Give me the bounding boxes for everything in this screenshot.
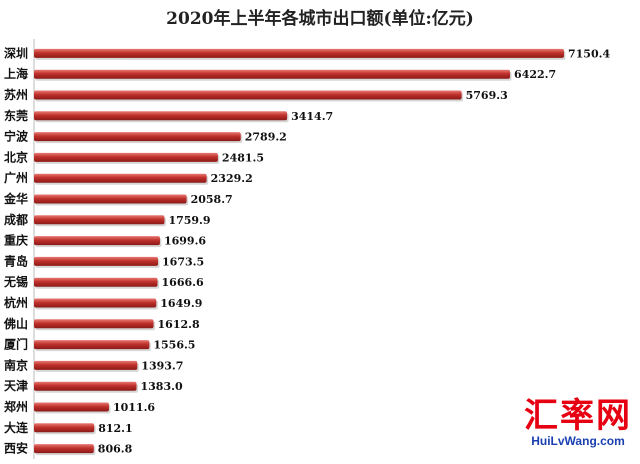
bar — [34, 360, 138, 370]
value-label: 2789.2 — [245, 131, 287, 144]
bar — [34, 444, 94, 454]
category-label: 苏州 — [4, 87, 28, 102]
bar — [34, 48, 564, 58]
bar — [34, 256, 159, 266]
category-label: 深圳 — [4, 45, 28, 60]
value-label: 1666.6 — [162, 276, 204, 289]
value-label: 1759.9 — [168, 214, 210, 227]
value-label: 1011.6 — [113, 401, 155, 414]
value-label: 2481.5 — [222, 151, 264, 164]
value-label: 1393.7 — [141, 359, 183, 372]
category-label: 郑州 — [4, 399, 28, 414]
bar — [34, 90, 462, 100]
bar — [34, 173, 207, 183]
value-label: 1673.5 — [162, 255, 204, 268]
bar — [34, 402, 109, 412]
chart-title: 2020年上半年各城市出口额(单位:亿元) — [166, 9, 474, 29]
bar — [34, 298, 157, 308]
value-label: 3414.7 — [291, 110, 333, 123]
value-label: 2329.2 — [211, 172, 253, 185]
category-label: 金华 — [3, 191, 28, 206]
value-label: 812.1 — [98, 422, 132, 435]
value-label: 6422.7 — [514, 68, 556, 81]
category-label: 青岛 — [4, 253, 28, 268]
value-label: 1612.8 — [158, 318, 200, 331]
bar — [34, 194, 187, 204]
watermark: 汇率网 HuiLvWang.com — [520, 398, 636, 448]
watermark-logo: 汇率网 — [524, 396, 632, 436]
bar — [34, 152, 218, 162]
bar — [34, 236, 160, 246]
category-label: 无锡 — [3, 274, 28, 289]
category-label: 厦门 — [4, 337, 28, 352]
category-label: 宁波 — [4, 129, 29, 144]
bar — [34, 215, 165, 225]
value-label: 2058.7 — [191, 193, 233, 206]
value-label: 1383.0 — [141, 380, 183, 393]
category-label: 东莞 — [4, 108, 28, 123]
category-label: 西安 — [4, 441, 28, 456]
value-label: 5769.3 — [466, 89, 508, 102]
category-label: 重庆 — [4, 233, 28, 248]
category-label: 南京 — [4, 357, 28, 372]
category-label: 佛山 — [3, 316, 28, 331]
category-label: 大连 — [4, 420, 29, 435]
category-label: 北京 — [4, 149, 28, 164]
value-label: 806.8 — [98, 443, 133, 456]
value-label: 1556.5 — [153, 339, 195, 352]
watermark-site: HuiLvWang.com — [531, 434, 625, 448]
value-label: 7150.4 — [568, 47, 610, 60]
bar — [34, 423, 95, 433]
bar — [34, 69, 511, 79]
value-label: 1699.6 — [164, 235, 206, 248]
category-label: 上海 — [4, 66, 28, 81]
category-label: 天津 — [4, 378, 28, 393]
category-label: 杭州 — [4, 295, 28, 310]
bar — [34, 381, 137, 391]
bar — [34, 132, 241, 142]
bar — [34, 277, 158, 287]
category-label: 成都 — [4, 212, 28, 227]
bar — [34, 111, 288, 121]
bar — [34, 319, 154, 329]
category-label: 广州 — [4, 170, 28, 185]
value-label: 1649.9 — [160, 297, 202, 310]
bar — [34, 340, 150, 350]
